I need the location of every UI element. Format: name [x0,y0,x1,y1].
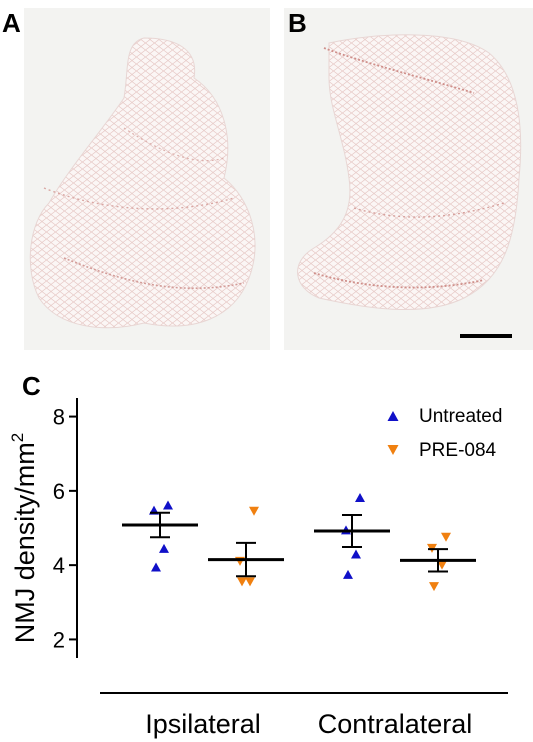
panel-label-b: B [288,8,307,38]
y-axis-label: NMJ density/mm2 [8,433,40,644]
x-category-label: Ipsilateral [145,709,261,739]
data-point [245,577,255,587]
muscle-section-a [29,37,256,329]
data-point [429,582,439,592]
data-point [441,532,451,542]
data-point [163,500,173,510]
data-point [355,493,365,503]
legend-label: PRE-084 [419,440,497,461]
legend-marker [387,445,399,455]
data-point [159,543,169,553]
data-point [237,577,247,587]
data-point [249,506,259,516]
chart-marks [122,493,476,592]
legend-label: Untreated [419,406,502,427]
x-category-label: Contralateral [318,709,473,739]
micrograph-panel-a [24,8,270,350]
data-point [343,569,353,579]
y-tick-label: 2 [53,627,65,652]
nmj-density-chart: 2 4 6 8 NMJ density/mm2 Ipsilateral Contralate… [8,398,508,739]
data-point [437,560,447,570]
micrograph-panel-b [284,8,533,350]
panel-label-a: A [2,8,21,38]
y-tick-label: 6 [53,479,65,504]
y-tick-label: 8 [53,405,65,430]
chart-legend: Untreated PRE-084 [387,406,502,461]
muscle-section-b [297,34,522,338]
data-point [351,549,361,559]
data-point [151,562,161,572]
panel-label-c: C [22,371,41,401]
legend-marker [387,411,399,421]
chart-axes: 2 4 6 8 NMJ density/mm2 Ipsilateral Contralate… [8,398,508,739]
scale-bar [460,334,512,338]
y-tick-label: 4 [53,553,65,578]
